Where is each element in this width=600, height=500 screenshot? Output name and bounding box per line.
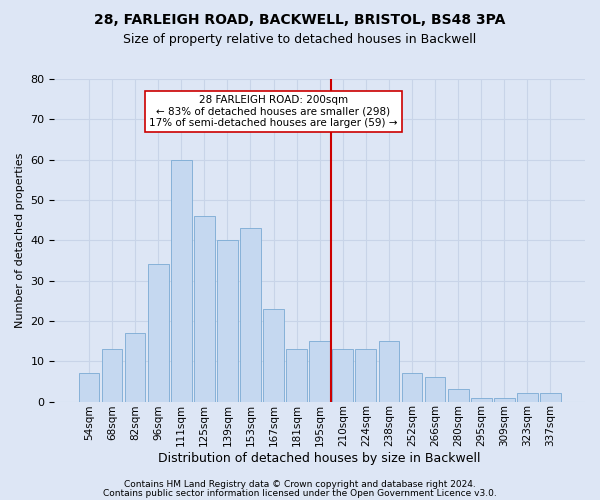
Bar bbox=[171, 160, 191, 402]
Bar bbox=[494, 398, 515, 402]
Bar bbox=[286, 349, 307, 402]
Bar bbox=[471, 398, 491, 402]
Text: Contains HM Land Registry data © Crown copyright and database right 2024.: Contains HM Land Registry data © Crown c… bbox=[124, 480, 476, 489]
Text: Contains public sector information licensed under the Open Government Licence v3: Contains public sector information licen… bbox=[103, 488, 497, 498]
Bar bbox=[101, 349, 122, 402]
Bar bbox=[425, 378, 445, 402]
Bar bbox=[194, 216, 215, 402]
Text: 28 FARLEIGH ROAD: 200sqm
← 83% of detached houses are smaller (298)
17% of semi-: 28 FARLEIGH ROAD: 200sqm ← 83% of detach… bbox=[149, 95, 398, 128]
Bar bbox=[355, 349, 376, 402]
Bar bbox=[240, 228, 261, 402]
Bar bbox=[310, 341, 330, 402]
Y-axis label: Number of detached properties: Number of detached properties bbox=[15, 152, 25, 328]
Bar bbox=[332, 349, 353, 402]
Bar bbox=[148, 264, 169, 402]
Bar bbox=[263, 309, 284, 402]
Bar bbox=[125, 333, 145, 402]
Text: 28, FARLEIGH ROAD, BACKWELL, BRISTOL, BS48 3PA: 28, FARLEIGH ROAD, BACKWELL, BRISTOL, BS… bbox=[94, 12, 506, 26]
Bar bbox=[79, 374, 99, 402]
Bar bbox=[401, 374, 422, 402]
Bar bbox=[517, 394, 538, 402]
Text: Size of property relative to detached houses in Backwell: Size of property relative to detached ho… bbox=[124, 32, 476, 46]
Bar bbox=[448, 390, 469, 402]
X-axis label: Distribution of detached houses by size in Backwell: Distribution of detached houses by size … bbox=[158, 452, 481, 465]
Bar bbox=[379, 341, 400, 402]
Bar bbox=[217, 240, 238, 402]
Bar bbox=[540, 394, 561, 402]
